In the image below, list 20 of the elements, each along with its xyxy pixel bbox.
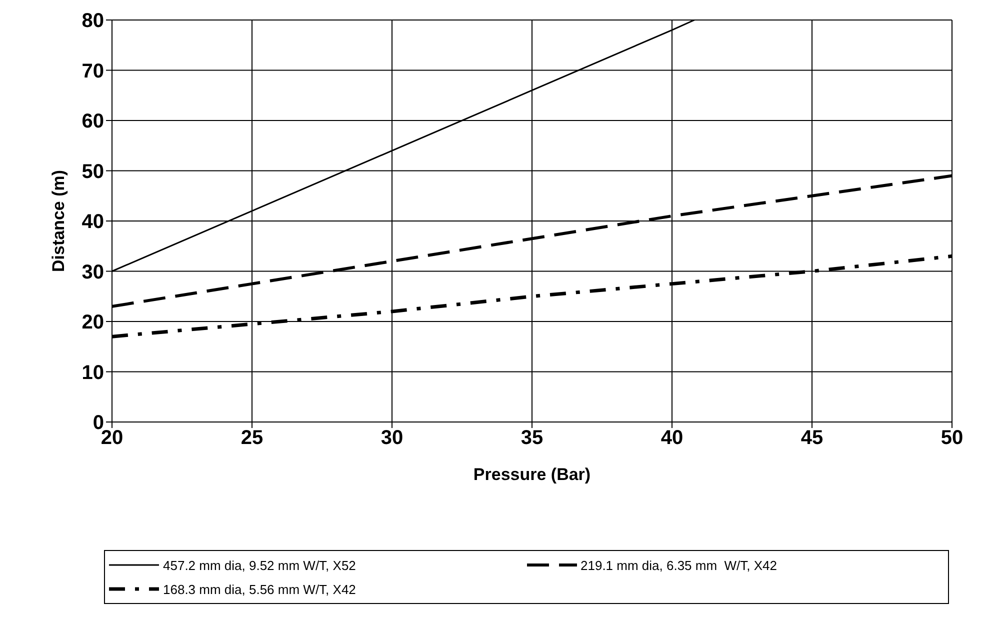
y-tick-label: 10 [82,362,104,384]
x-tick-label: 45 [800,427,824,450]
x-tick-label: 25 [240,427,264,450]
x-tick-label: 30 [380,427,404,450]
x-tick-label: 20 [100,427,124,450]
y-tick-label: 60 [82,110,104,133]
legend-label: 219.1 mm dia, 6.35 mm W/T, X42 [580,558,778,572]
x-tick-label: 50 [940,427,964,450]
y-tick-label: 70 [82,60,104,82]
y-tick-label: 50 [82,160,104,183]
x-axis-title: Pressure (Bar) [473,465,591,484]
x-tick-label: 40 [660,427,684,450]
x-tick-label: 35 [520,427,544,450]
y-tick-label: 20 [82,312,104,334]
y-tick-label: 30 [82,261,104,284]
legend-label: 168.3 mm dia, 5.56 mm W/T, X42 [163,582,356,596]
y-tick-label: 40 [82,211,104,234]
legend-label: 457.2 mm dia, 9.52 mm W/T, X52 [163,558,356,572]
y-tick-label: 80 [82,10,104,32]
y-axis-title: Distance (m) [49,170,68,272]
